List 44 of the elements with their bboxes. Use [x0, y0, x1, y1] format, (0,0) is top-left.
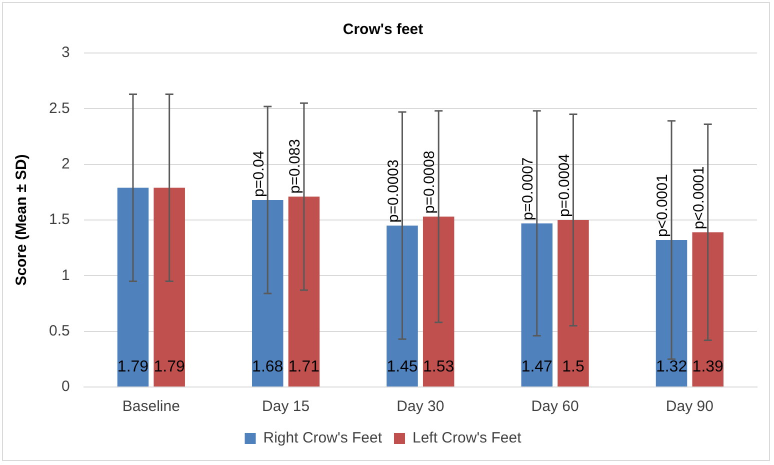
annotation: p=0.0003 [384, 160, 402, 223]
legend-label: Left Crow's Feet [412, 430, 522, 447]
data-label: 1.79 [117, 358, 149, 376]
y-tick-label: 3 [62, 44, 70, 62]
bar [117, 188, 149, 386]
bar [288, 196, 320, 386]
chart-title: Crow's feet [342, 21, 424, 38]
y-tick-label: 0 [62, 378, 70, 396]
bar [558, 220, 589, 386]
bar [154, 188, 185, 386]
bar [422, 216, 454, 386]
annotation: p=0.0004 [556, 154, 573, 217]
y-axis-title: Score (Mean ± SD) [13, 154, 30, 286]
legend-label: Right Crow's Feet [263, 430, 383, 447]
x-tick-label: Day 60 [531, 398, 579, 416]
data-label: 1.39 [692, 358, 724, 376]
data-label: 1.68 [252, 358, 284, 376]
bar [521, 223, 553, 386]
data-label: 1.71 [288, 358, 320, 376]
data-label: 1.53 [423, 358, 454, 376]
bar [386, 226, 418, 386]
annotation: p<0.0001 [654, 174, 672, 238]
y-tick-label: 2.5 [48, 100, 70, 117]
bar [656, 240, 688, 386]
x-tick-label: Day 15 [262, 398, 310, 416]
y-tick-label: 1 [62, 266, 70, 284]
bar [252, 200, 284, 386]
x-tick-label: Day 30 [396, 398, 444, 416]
data-label: 1.79 [154, 358, 186, 376]
data-label: 1.47 [521, 358, 553, 376]
annotation: p=0.083 [286, 138, 304, 194]
x-tick-label: Day 90 [666, 398, 714, 416]
bar [692, 232, 724, 386]
annotation: p<0.0001 [690, 166, 708, 230]
annotation: p=0.0008 [421, 150, 438, 214]
x-tick-label: Baseline [122, 398, 180, 416]
y-tick-label: 0.5 [48, 322, 70, 340]
annotation: p=0.04 [250, 150, 268, 197]
y-tick-label: 2 [62, 155, 70, 172]
y-tick-label: 1.5 [48, 211, 70, 228]
data-label: 1.45 [386, 358, 418, 376]
data-label: 1.32 [656, 358, 688, 376]
annotation: p=0.0007 [520, 157, 537, 220]
data-label: 1.5 [562, 358, 584, 376]
